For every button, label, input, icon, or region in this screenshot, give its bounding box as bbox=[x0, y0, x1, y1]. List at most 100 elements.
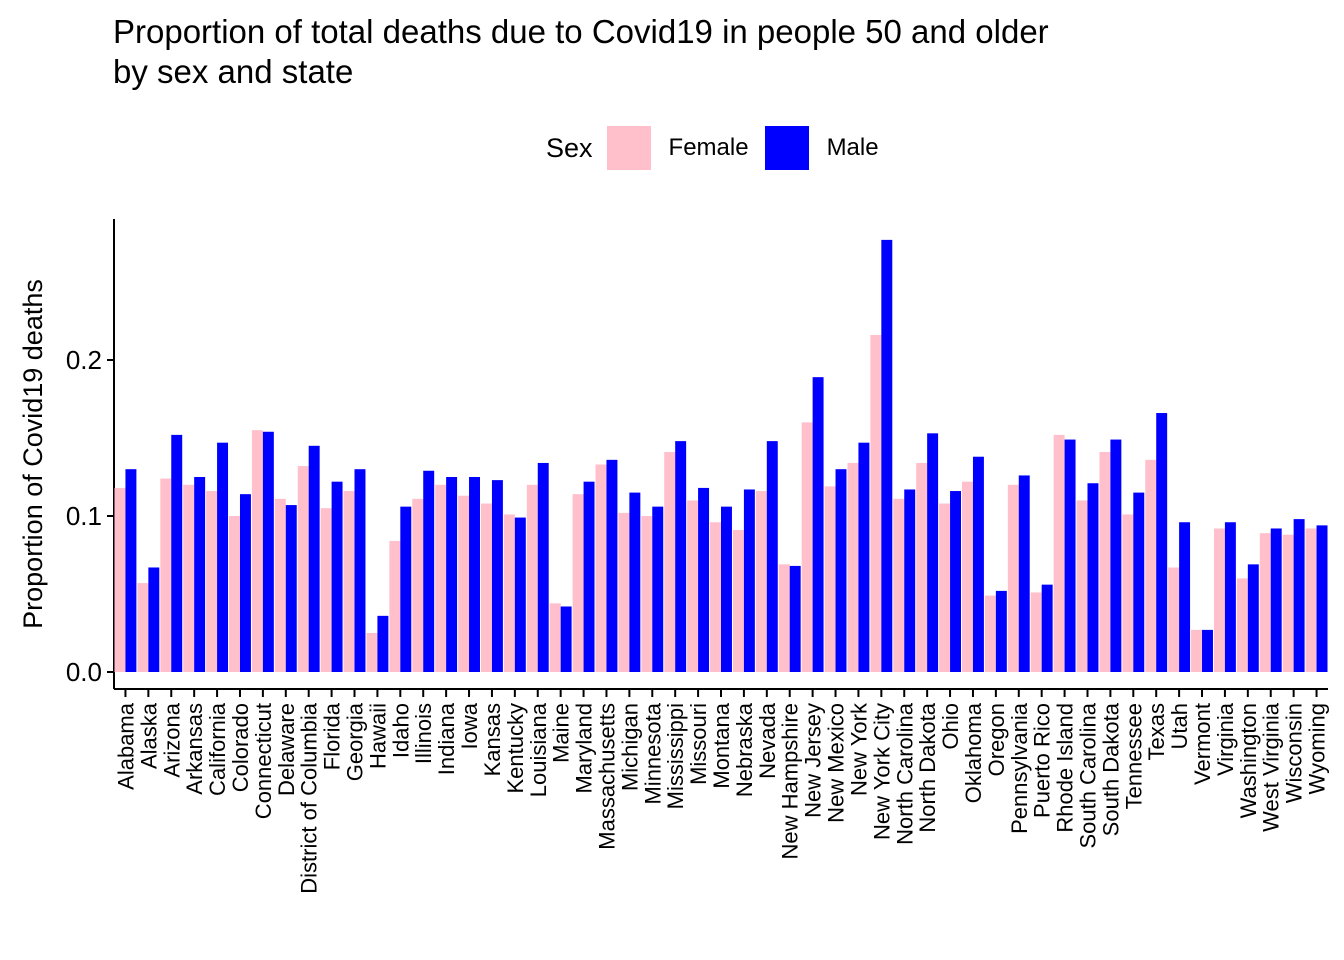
x-tick-label: Colorado bbox=[228, 703, 253, 792]
legend-key-female bbox=[606, 126, 651, 170]
x-tick-label: Texas bbox=[1144, 703, 1169, 760]
legend-title: Sex bbox=[546, 132, 593, 163]
x-tick-label: Hawaii bbox=[365, 703, 390, 769]
bar-male bbox=[881, 239, 893, 672]
x-tick-label: West Virginia bbox=[1259, 702, 1284, 832]
bar-male bbox=[1179, 522, 1191, 672]
legend-key-male bbox=[764, 126, 809, 170]
bar-female bbox=[137, 583, 149, 672]
bar-female bbox=[984, 595, 996, 672]
bar-male bbox=[514, 517, 526, 672]
x-tick-label: Tennessee bbox=[1121, 703, 1146, 809]
bar-female bbox=[549, 603, 561, 672]
bar-female bbox=[710, 522, 721, 672]
bar-male bbox=[239, 494, 251, 672]
bar-female bbox=[435, 484, 447, 672]
bar-female bbox=[251, 430, 263, 672]
bar-female bbox=[893, 498, 905, 672]
bar-female bbox=[274, 498, 286, 672]
bar-female bbox=[572, 494, 584, 672]
x-tick-label: Oregon bbox=[984, 703, 1009, 776]
x-tick-label: Puerto Rico bbox=[1030, 703, 1055, 818]
bar-male bbox=[858, 442, 870, 672]
legend-label-female: Female bbox=[668, 134, 749, 161]
x-tick-label: Nevada bbox=[755, 702, 780, 779]
bar-male bbox=[972, 456, 984, 672]
x-tick-label: Montana bbox=[709, 702, 734, 788]
bar-female bbox=[160, 478, 172, 672]
chart-title: Proportion of total deaths due to Covid1… bbox=[113, 13, 1049, 90]
bar-male bbox=[171, 434, 183, 672]
bar-male bbox=[1110, 439, 1122, 672]
y-axis-title: Proportion of Covid19 deaths bbox=[18, 279, 48, 629]
bar-male bbox=[217, 442, 229, 672]
bar-female bbox=[1236, 578, 1248, 672]
bar-female bbox=[503, 514, 515, 672]
bar-female bbox=[1259, 533, 1271, 672]
bar-female bbox=[526, 484, 538, 672]
x-tick-label: New Jersey bbox=[801, 703, 826, 818]
x-tick-label: North Carolina bbox=[892, 702, 917, 845]
bar-female bbox=[1122, 514, 1134, 672]
x-tick-label: Maryland bbox=[572, 703, 597, 793]
bar-female bbox=[1282, 534, 1294, 672]
bar-female bbox=[732, 530, 744, 672]
bar-male bbox=[423, 470, 435, 672]
bar-female bbox=[962, 481, 973, 672]
x-tick-label: Louisiana bbox=[526, 702, 551, 797]
x-tick-label: New York City bbox=[869, 703, 894, 840]
bar-female bbox=[916, 462, 928, 672]
bar-male bbox=[1293, 519, 1305, 672]
y-tick-label: 0.2 bbox=[66, 345, 102, 375]
legend-label-male: Male bbox=[826, 134, 879, 161]
bar-male bbox=[194, 477, 206, 672]
x-tick-label: Washington bbox=[1236, 703, 1261, 818]
bar-male bbox=[262, 431, 274, 672]
x-tick-label: Alaska bbox=[136, 702, 161, 769]
bar-male bbox=[285, 505, 297, 672]
bar-male bbox=[1018, 475, 1030, 672]
bar-male bbox=[1156, 413, 1168, 672]
x-tick-label: North Dakota bbox=[915, 702, 940, 832]
bar-male bbox=[1316, 525, 1328, 672]
bar-male bbox=[652, 506, 664, 672]
bar-female bbox=[1305, 528, 1317, 672]
bar-female bbox=[801, 422, 813, 672]
bar-female bbox=[229, 516, 240, 672]
bar-female bbox=[778, 564, 790, 672]
y-tick-label: 0.0 bbox=[66, 657, 102, 687]
x-tick-label: Virginia bbox=[1213, 702, 1238, 776]
x-tick-label: South Dakota bbox=[1098, 702, 1123, 836]
x-tick-label: Rhode Island bbox=[1053, 703, 1078, 833]
bar-male bbox=[354, 469, 366, 672]
legend: Sex Female Male bbox=[546, 125, 895, 171]
bar-female bbox=[480, 503, 492, 672]
y-tick-label: 0.1 bbox=[66, 501, 102, 531]
x-tick-label: Arkansas bbox=[182, 703, 207, 795]
bar-male bbox=[995, 590, 1007, 672]
bar-female bbox=[343, 491, 355, 672]
x-tick-label: Iowa bbox=[457, 702, 482, 749]
bar-male bbox=[583, 481, 595, 672]
bar-male bbox=[469, 477, 480, 672]
x-tick-label: Maine bbox=[549, 703, 574, 763]
x-tick-label: Wyoming bbox=[1305, 703, 1330, 795]
bar-female bbox=[366, 633, 378, 672]
bar-female bbox=[389, 540, 401, 672]
bar-male bbox=[950, 491, 962, 672]
bar-female bbox=[939, 503, 951, 672]
bar-female bbox=[664, 452, 676, 672]
bar-female bbox=[755, 491, 767, 672]
bar-male bbox=[1064, 439, 1076, 672]
bar-male bbox=[1270, 528, 1282, 672]
bar-female bbox=[183, 484, 195, 672]
x-tick-label: Delaware bbox=[274, 703, 299, 796]
x-tick-label: Connecticut bbox=[251, 703, 276, 819]
bar-male bbox=[812, 377, 824, 672]
x-tick-label: Kansas bbox=[480, 703, 505, 776]
x-tick-label: Ohio bbox=[938, 703, 963, 749]
bar-female bbox=[206, 491, 218, 672]
bar-male bbox=[446, 477, 458, 672]
bar-female bbox=[458, 495, 470, 672]
bar-female bbox=[847, 462, 859, 672]
